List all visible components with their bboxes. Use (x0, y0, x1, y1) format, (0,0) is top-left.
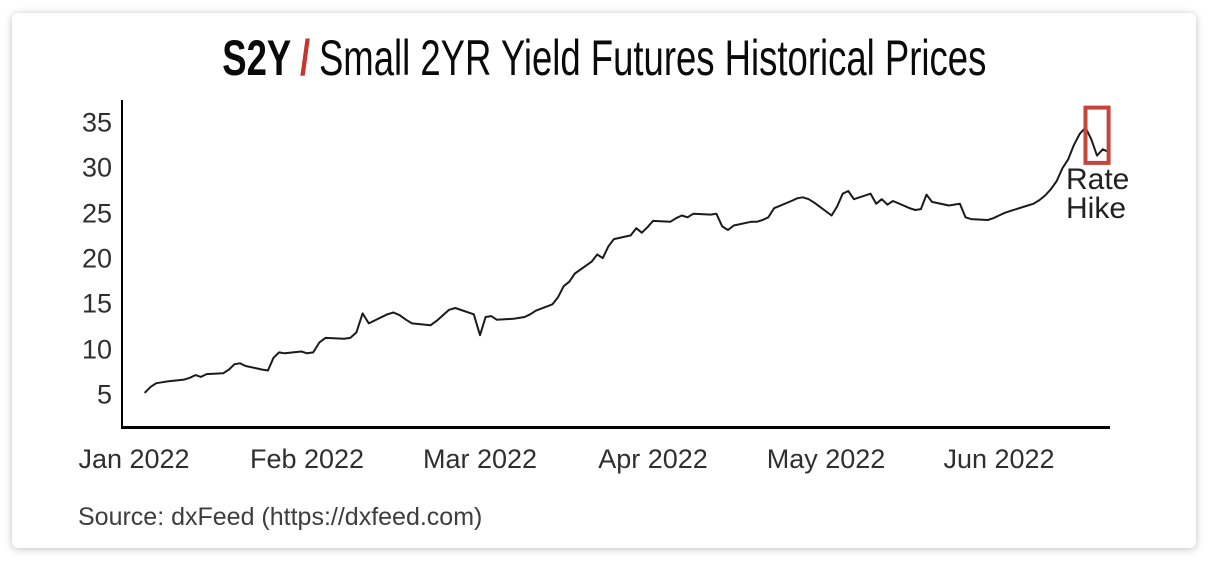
rate-hike-label-line2: Hike (1066, 192, 1127, 225)
chart-title: S2Y / Small 2YR Yield Futures Historical P… (0, 33, 1208, 83)
title-separator-slash: / (299, 30, 310, 86)
price-line (144, 126, 1110, 394)
y-tick-label: 30 (81, 152, 112, 183)
chart-title-inner: S2Y / Small 2YR Yield Futures Historical P… (222, 33, 986, 83)
x-tick-label: Apr 2022 (598, 444, 708, 474)
y-tick-label: 10 (81, 334, 112, 365)
y-tick-label: 20 (81, 243, 112, 274)
rate-hike-box (1083, 105, 1111, 165)
x-tick-label: Feb 2022 (249, 444, 365, 474)
x-tick-label: Jan 2022 (78, 444, 190, 474)
title-symbol: S2Y (221, 30, 291, 86)
x-tick-label: Mar 2022 (422, 444, 538, 474)
y-tick-label: 25 (81, 198, 112, 229)
rate-hike-label: Rate Hike (1066, 163, 1130, 225)
y-tick-label: 35 (81, 107, 112, 138)
chart-card (12, 13, 1196, 548)
x-tick-label: Jun 2022 (943, 444, 1055, 474)
y-tick-label: 5 (96, 379, 112, 410)
source-text: Source: dxFeed (https://dxfeed.com) (78, 503, 483, 531)
rate-hike-label-line1: Rate (1066, 163, 1130, 196)
y-tick-label: 15 (81, 288, 112, 319)
x-tick-label: May 2022 (766, 444, 886, 474)
title-text: Small 2YR Yield Futures Historical Price… (318, 30, 987, 86)
